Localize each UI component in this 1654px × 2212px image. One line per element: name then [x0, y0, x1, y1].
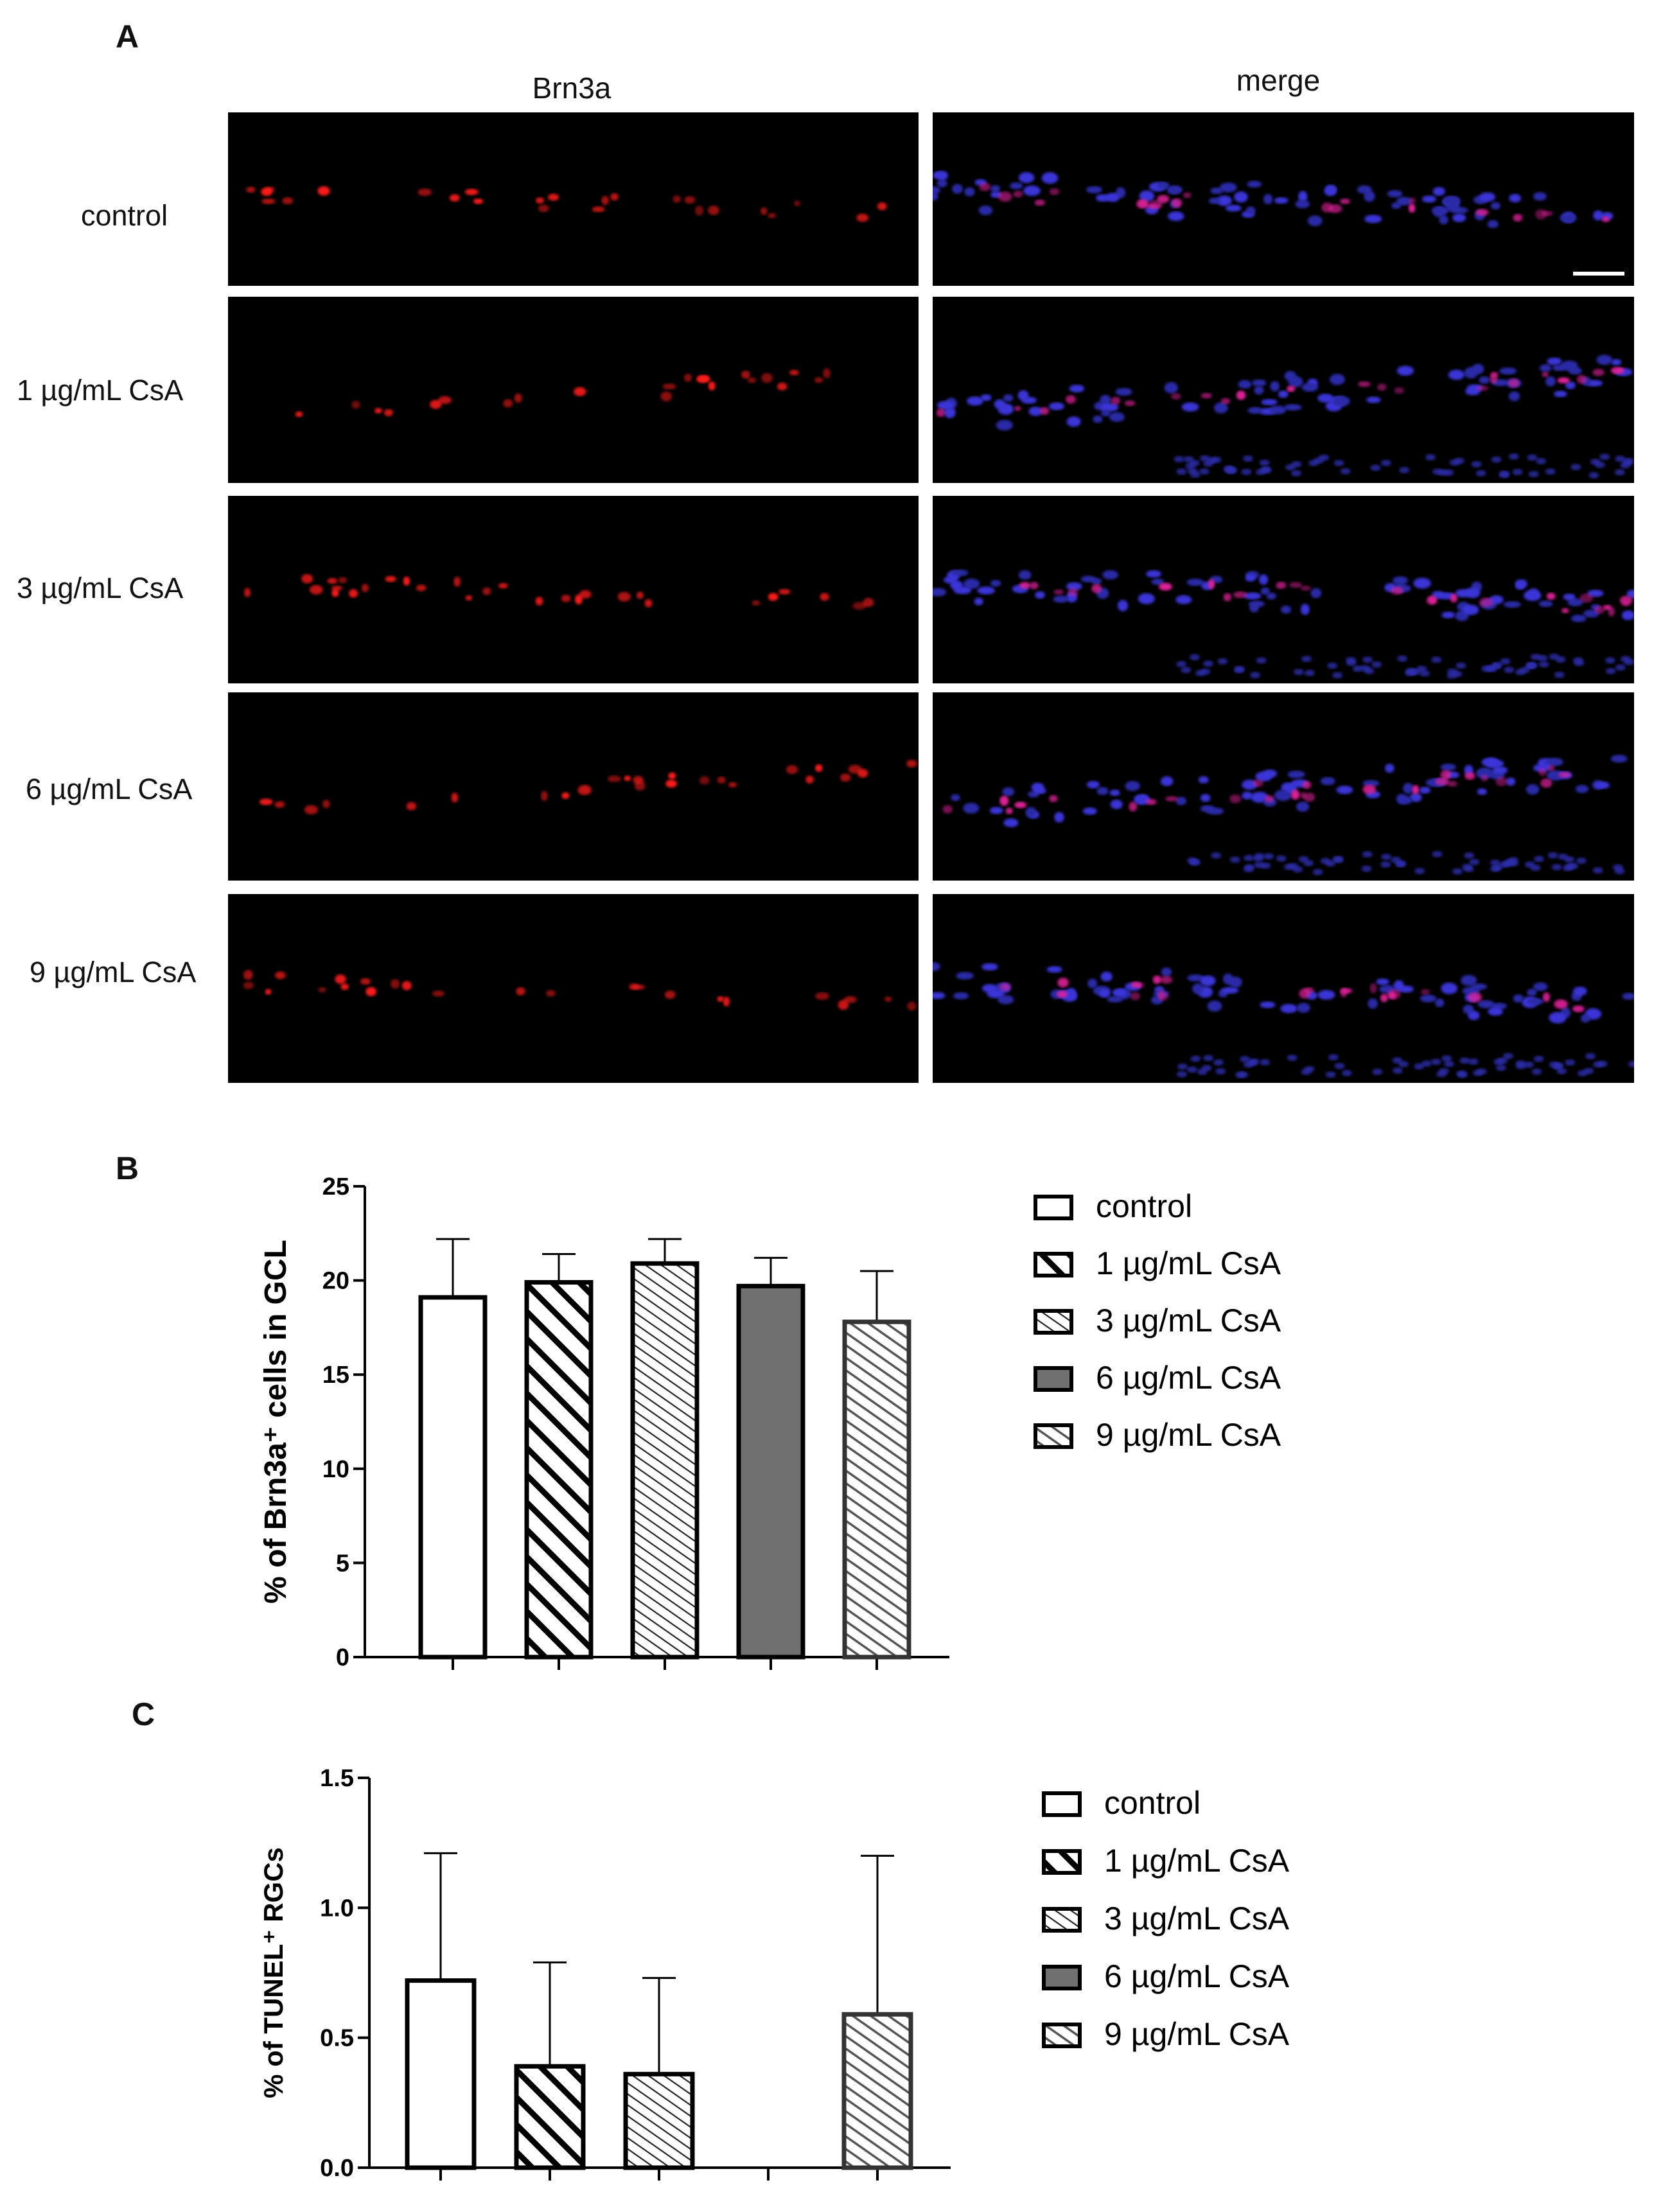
- legend-label-1: control: [1096, 1188, 1192, 1224]
- row-label-1ug: 1 µg/mL CsA: [17, 374, 184, 407]
- y-tick-label: 20: [322, 1268, 349, 1295]
- bar-3: [630, 1261, 699, 1660]
- legend-label-5: 9 µg/mL CsA: [1104, 2016, 1290, 2052]
- micrograph-brn3a-row-1: [228, 112, 919, 286]
- bar-4: [736, 1283, 805, 1660]
- legend-label-4: 6 µg/mL CsA: [1096, 1360, 1281, 1396]
- bar-2: [524, 1280, 594, 1660]
- micrograph-brn3a-row-2: [228, 297, 919, 483]
- micrograph-merge-row-3: [933, 496, 1634, 683]
- y-axis-label: % of TUNEL⁺ RGCs: [258, 1847, 288, 2098]
- micrograph-merge-row-4: [933, 692, 1634, 881]
- y-tick-label: 0: [336, 1644, 349, 1671]
- bar-3: [623, 2071, 695, 2170]
- bar-2: [514, 2064, 586, 2170]
- legend-swatch-4: [1042, 1965, 1082, 1990]
- bar-chart-tunel: 0.0 0.5 1.0 1.5 % of TUNEL⁺ RGCs control 1 µg/…: [258, 1765, 1290, 2182]
- y-tick-label: 1.0: [320, 1895, 354, 1922]
- micrograph-merge-row-1: [933, 112, 1634, 286]
- legend-swatch-4: [1034, 1366, 1073, 1392]
- legend-label-1: control: [1104, 1785, 1201, 1821]
- bar-5: [841, 2012, 913, 2170]
- legend-label-5: 9 µg/mL CsA: [1096, 1417, 1281, 1453]
- y-tick-label: 5: [336, 1550, 349, 1577]
- legend-label-2: 1 µg/mL CsA: [1104, 1843, 1290, 1879]
- legend-swatch-5: [1042, 2023, 1082, 2048]
- legend-label-4: 6 µg/mL CsA: [1104, 1958, 1290, 1994]
- panel-letter-a: A: [116, 19, 139, 55]
- row-label-control: control: [81, 199, 168, 232]
- micrograph-merge-row-5: [933, 894, 1634, 1083]
- legend-swatch-3: [1042, 1907, 1082, 1933]
- column-title-merge: merge: [1236, 64, 1321, 97]
- micrograph-brn3a-row-3: [228, 496, 919, 683]
- legend-swatch-1: [1042, 1791, 1082, 1817]
- bar-chart-brn3a: 0 5 10 15 20 25 % of Brn3a⁺ cells in GCL contro…: [259, 1173, 1281, 1671]
- row-label-9ug: 9 µg/mL CsA: [30, 956, 197, 988]
- column-title-brn3a: Brn3a: [532, 71, 611, 105]
- micrograph-merge-row-2: [933, 297, 1634, 483]
- legend-label-3: 3 µg/mL CsA: [1104, 1900, 1290, 1936]
- row-label-3ug: 3 µg/mL CsA: [17, 572, 184, 604]
- legend-swatch-2: [1042, 1849, 1082, 1875]
- bar-5: [842, 1319, 911, 1660]
- legend-swatch-1: [1034, 1195, 1073, 1220]
- row-label-6ug: 6 µg/mL CsA: [26, 773, 193, 805]
- panel-letter-b: B: [116, 1150, 139, 1186]
- micrograph-brn3a-row-5: [228, 894, 919, 1083]
- legend-label-3: 3 µg/mL CsA: [1096, 1303, 1281, 1339]
- y-tick-label: 0.0: [320, 2155, 354, 2182]
- y-tick-label: 10: [322, 1456, 349, 1483]
- y-tick-label: 0.5: [320, 2025, 354, 2052]
- panel-letter-c: C: [132, 1696, 155, 1732]
- micrograph-brn3a-row-4: [228, 692, 919, 881]
- y-tick-label: 1.5: [320, 1765, 354, 1792]
- legend-label-2: 1 µg/mL CsA: [1096, 1245, 1281, 1281]
- legend-swatch-5: [1034, 1423, 1073, 1449]
- legend-swatch-3: [1034, 1309, 1073, 1335]
- bar-1: [418, 1295, 488, 1660]
- y-axis-label: % of Brn3a⁺ cells in GCL: [259, 1240, 293, 1604]
- y-tick-label: 25: [322, 1173, 349, 1200]
- bar-1: [405, 1978, 477, 2170]
- y-tick-label: 15: [322, 1362, 349, 1389]
- legend-swatch-2: [1034, 1252, 1073, 1277]
